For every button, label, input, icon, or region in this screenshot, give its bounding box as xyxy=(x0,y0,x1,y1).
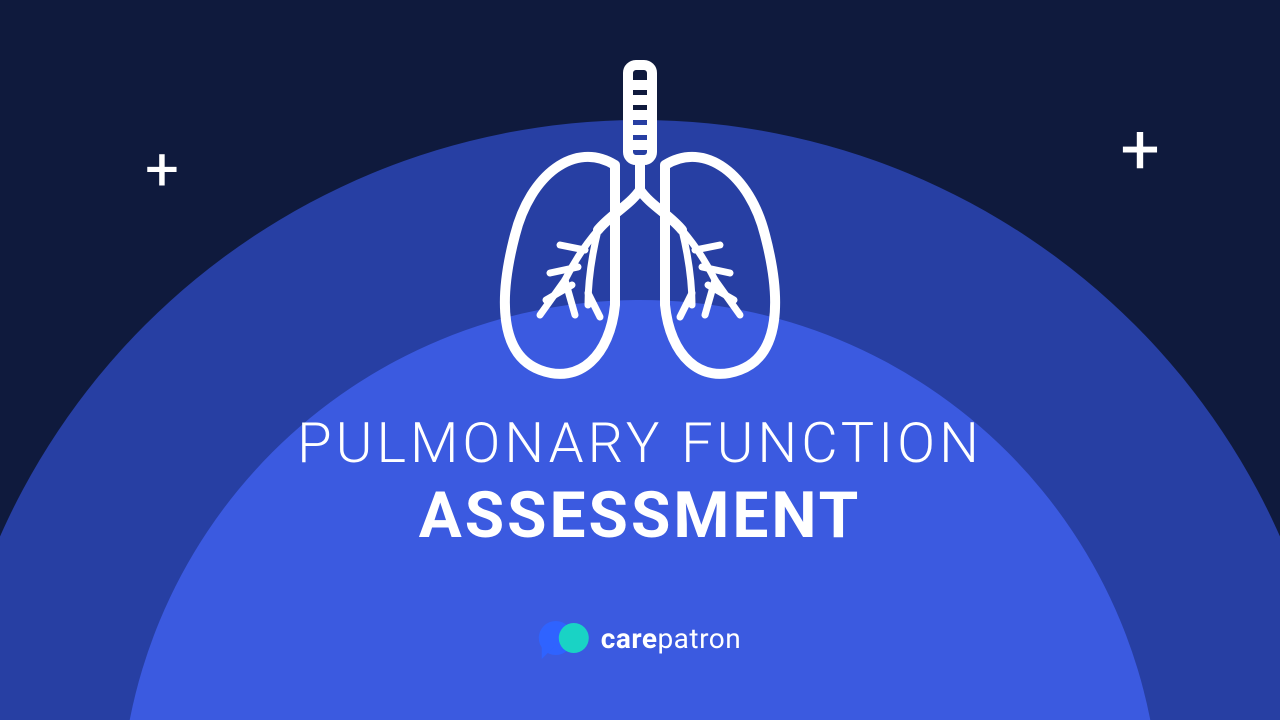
brand-wordmark: carepatron xyxy=(601,622,741,655)
title-line1: PULMONARY FUNCTION xyxy=(0,410,1280,476)
plus-icon-right: + xyxy=(1120,115,1160,185)
brand-word-bold: care xyxy=(601,622,658,655)
brand: carepatron xyxy=(539,620,741,656)
slide-stage: + + xyxy=(0,0,1280,720)
title-block: PULMONARY FUNCTION ASSESSMENT xyxy=(0,410,1280,553)
brand-word-light: patron xyxy=(657,622,741,655)
title-line2: ASSESSMENT xyxy=(0,478,1280,553)
brand-logo-icon xyxy=(539,620,591,656)
plus-icon-left: + xyxy=(145,140,179,200)
lungs-icon xyxy=(480,55,800,385)
